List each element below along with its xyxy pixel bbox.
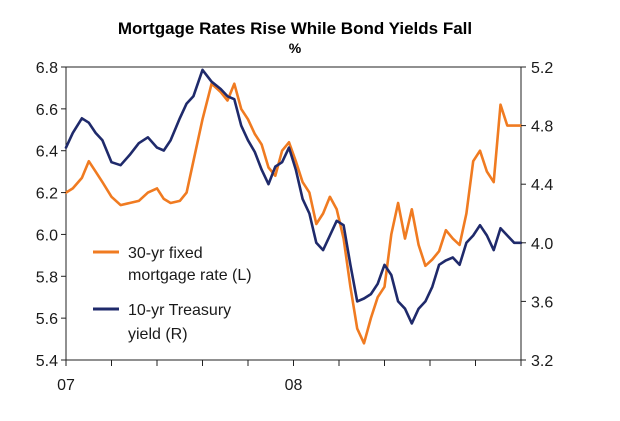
tick-layer: 6.8 6.6 6.4 6.2 6.0 5.8 5.6 5.4 5.2 4.8 4.4 4.0 3.6 3… (36, 60, 554, 394)
left-axis-tick-label: 5.6 (36, 311, 58, 328)
right-axis-tick-label: 4.8 (531, 119, 553, 136)
left-axis-tick-label: 6.6 (36, 102, 58, 119)
legend-mortgage-line2: mortgage rate (L) (128, 267, 252, 284)
left-axis-tick-label: 6.4 (36, 144, 58, 161)
right-axis-tick-label: 5.2 (531, 60, 553, 77)
legend-treasury-line2: yield (R) (128, 326, 188, 343)
series-line-treasury-yield (64, 68, 523, 325)
left-axis-tick-label: 6.8 (36, 60, 58, 77)
x-axis-tick-label: 07 (57, 377, 75, 394)
left-axis-tick-label: 6.2 (36, 186, 58, 203)
left-axis-tick-label: 5.4 (36, 353, 58, 370)
left-axis-tick-label: 6.0 (36, 227, 58, 244)
right-axis-tick-label: 4.4 (531, 177, 553, 194)
x-axis-tick-label: 08 (285, 377, 303, 394)
right-axis-tick-label: 3.2 (531, 353, 553, 370)
legend-treasury-line1: 10-yr Treasury (128, 302, 231, 319)
right-axis-tick-label: 3.6 (531, 294, 553, 311)
chart-unit-label: % (289, 40, 302, 56)
left-axis-tick-label: 5.8 (36, 269, 58, 286)
right-axis-tick-label: 4.0 (531, 236, 553, 253)
series-layer (64, 68, 523, 345)
series-line-mortgage-rate (64, 82, 523, 345)
legend: 30-yr fixed mortgage rate (L) 10-yr Trea… (93, 245, 252, 343)
chart-title: Mortgage Rates Rise While Bond Yields Fa… (118, 19, 472, 38)
legend-mortgage-line1: 30-yr fixed (128, 245, 203, 262)
